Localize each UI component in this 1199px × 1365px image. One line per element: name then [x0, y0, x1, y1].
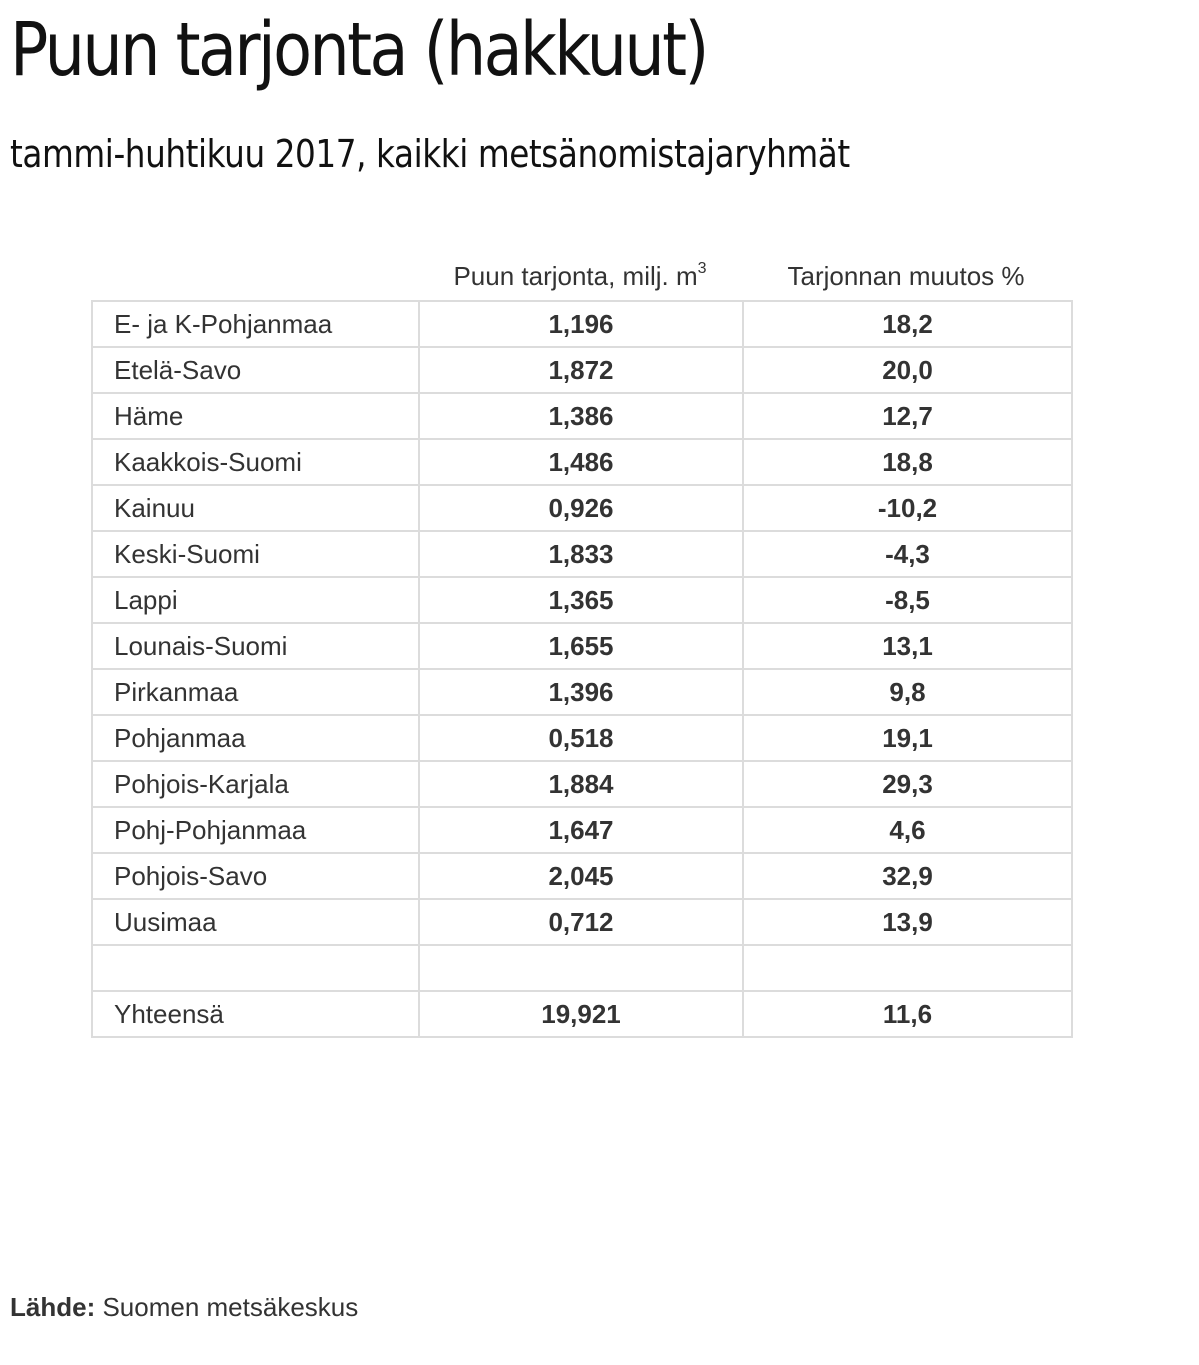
change-cell: 4,6	[742, 806, 1073, 854]
table-row: Pohj-Pohjanmaa 1,647 4,6	[91, 806, 1073, 854]
column-header-supply-label: Puun tarjonta, milj. m	[453, 261, 698, 291]
region-cell: Yhteensä	[91, 990, 420, 1038]
source-note: Lähde: Suomen metsäkeskus	[10, 1290, 358, 1324]
page-subtitle: tammi-huhtikuu 2017, kaikki metsänomista…	[10, 132, 850, 176]
supply-cell: 2,045	[418, 852, 744, 900]
table-row: Uusimaa 0,712 13,9	[91, 898, 1073, 946]
supply-cell: 19,921	[418, 990, 744, 1038]
table-row: Kaakkois-Suomi 1,486 18,8	[91, 438, 1073, 486]
change-cell: 18,2	[742, 300, 1073, 348]
change-cell: 11,6	[742, 990, 1073, 1038]
supply-table: E- ja K-Pohjanmaa 1,196 18,2 Etelä-Savo 1,8…	[91, 300, 1073, 1038]
change-cell: 12,7	[742, 392, 1073, 440]
table-row: Keski-Suomi 1,833 -4,3	[91, 530, 1073, 578]
table-row: Pohjois-Savo 2,045 32,9	[91, 852, 1073, 900]
table-row: Lounais-Suomi 1,655 13,1	[91, 622, 1073, 670]
supply-cell: 1,872	[418, 346, 744, 394]
change-cell: 19,1	[742, 714, 1073, 762]
change-cell: 18,8	[742, 438, 1073, 486]
table-row-total: Yhteensä 19,921 11,6	[91, 990, 1073, 1038]
table-row: Lappi 1,365 -8,5	[91, 576, 1073, 624]
change-cell: -8,5	[742, 576, 1073, 624]
table-row: Pirkanmaa 1,396 9,8	[91, 668, 1073, 716]
region-cell: Keski-Suomi	[91, 530, 420, 578]
region-cell: Häme	[91, 392, 420, 440]
region-cell: Lappi	[91, 576, 420, 624]
region-cell: Pirkanmaa	[91, 668, 420, 716]
table-row: Etelä-Savo 1,872 20,0	[91, 346, 1073, 394]
supply-cell: 1,655	[418, 622, 744, 670]
supply-cell: 1,396	[418, 668, 744, 716]
table-row: Kainuu 0,926 -10,2	[91, 484, 1073, 532]
change-cell: 32,9	[742, 852, 1073, 900]
region-cell: Pohjois-Savo	[91, 852, 420, 900]
region-cell: Lounais-Suomi	[91, 622, 420, 670]
change-cell: 29,3	[742, 760, 1073, 808]
page-title: Puun tarjonta (hakkuut)	[10, 7, 709, 93]
change-cell	[742, 944, 1073, 992]
table-row: Pohjanmaa 0,518 19,1	[91, 714, 1073, 762]
supply-cell: 1,386	[418, 392, 744, 440]
table-row-empty	[91, 944, 1073, 992]
change-cell: -10,2	[742, 484, 1073, 532]
supply-cell: 1,196	[418, 300, 744, 348]
table-row: E- ja K-Pohjanmaa 1,196 18,2	[91, 300, 1073, 348]
change-cell: 9,8	[742, 668, 1073, 716]
region-cell: Pohj-Pohjanmaa	[91, 806, 420, 854]
change-cell: 13,9	[742, 898, 1073, 946]
region-cell: Kaakkois-Suomi	[91, 438, 420, 486]
supply-cell: 1,647	[418, 806, 744, 854]
change-cell: 13,1	[742, 622, 1073, 670]
table-row: Pohjois-Karjala 1,884 29,3	[91, 760, 1073, 808]
source-text: Suomen metsäkeskus	[95, 1292, 359, 1322]
region-cell: Etelä-Savo	[91, 346, 420, 394]
supply-cell: 0,926	[418, 484, 744, 532]
table-row: Häme 1,386 12,7	[91, 392, 1073, 440]
supply-cell	[418, 944, 744, 992]
column-header-change: Tarjonnan muutos %	[787, 261, 1025, 291]
supply-cell: 1,884	[418, 760, 744, 808]
change-cell: -4,3	[742, 530, 1073, 578]
supply-cell: 0,712	[418, 898, 744, 946]
region-cell: Pohjois-Karjala	[91, 760, 420, 808]
source-label: Lähde:	[10, 1292, 96, 1322]
change-cell: 20,0	[742, 346, 1073, 394]
supply-cell: 1,486	[418, 438, 744, 486]
region-cell	[91, 944, 420, 992]
supply-cell: 1,833	[418, 530, 744, 578]
column-header-supply: Puun tarjonta, milj. m3	[418, 256, 742, 296]
region-cell: Uusimaa	[91, 898, 420, 946]
supply-cell: 0,518	[418, 714, 744, 762]
unit-superscript: 3	[697, 260, 707, 277]
region-cell: Kainuu	[91, 484, 420, 532]
supply-cell: 1,365	[418, 576, 744, 624]
region-cell: Pohjanmaa	[91, 714, 420, 762]
region-cell: E- ja K-Pohjanmaa	[91, 300, 420, 348]
